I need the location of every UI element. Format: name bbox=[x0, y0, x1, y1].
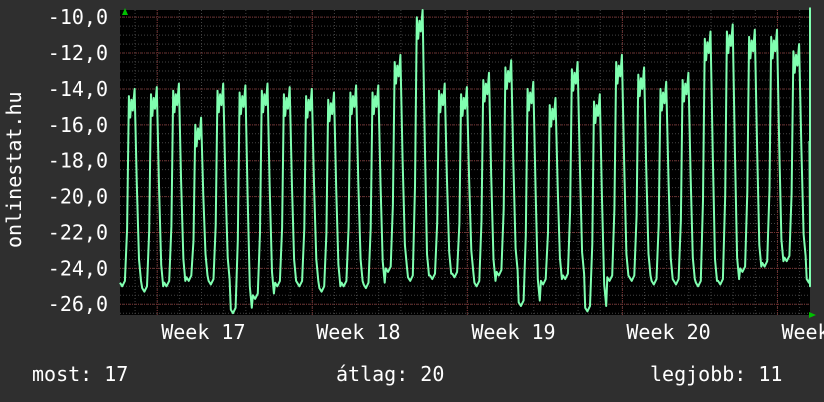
y-axis-label: onlinestat.hu bbox=[2, 91, 26, 248]
y-tick-label: -24,0 bbox=[48, 256, 108, 280]
y-axis-arrow-icon bbox=[122, 8, 128, 15]
series-line bbox=[119, 7, 811, 315]
y-tick-label: -20,0 bbox=[48, 185, 108, 209]
current-value-label: most: 17 bbox=[32, 362, 129, 386]
series-layer bbox=[119, 7, 811, 315]
y-tick-label: -14,0 bbox=[48, 77, 108, 101]
y-tick-labels: -10,0 -12,0 -14,0 -16,0 -18,0 -20,0 -22,0 -24,0… bbox=[48, 5, 108, 316]
y-tick-label: -22,0 bbox=[48, 220, 108, 244]
y-tick-label: -12,0 bbox=[48, 41, 108, 65]
y-tick-label: -10,0 bbox=[48, 5, 108, 29]
plot-background bbox=[120, 10, 810, 315]
best-value-label: legjobb: 11 bbox=[650, 362, 783, 386]
x-tick-label: Week 17 bbox=[161, 320, 245, 344]
average-value-label: átlag: 20 bbox=[336, 362, 445, 386]
x-tick-label: Week 18 bbox=[316, 320, 400, 344]
x-tick-label: Week 19 bbox=[471, 320, 555, 344]
y-tick-label: -16,0 bbox=[48, 113, 108, 137]
y-tick-label: -26,0 bbox=[48, 292, 108, 316]
x-tick-labels: Week 17 Week 18 Week 19 Week 20 Week 21 bbox=[161, 320, 824, 344]
x-axis-arrow-icon bbox=[809, 312, 816, 318]
x-tick-label: Week 20 bbox=[626, 320, 710, 344]
y-tick-label: -18,0 bbox=[48, 149, 108, 173]
x-tick-label: Week 21 bbox=[781, 320, 824, 344]
